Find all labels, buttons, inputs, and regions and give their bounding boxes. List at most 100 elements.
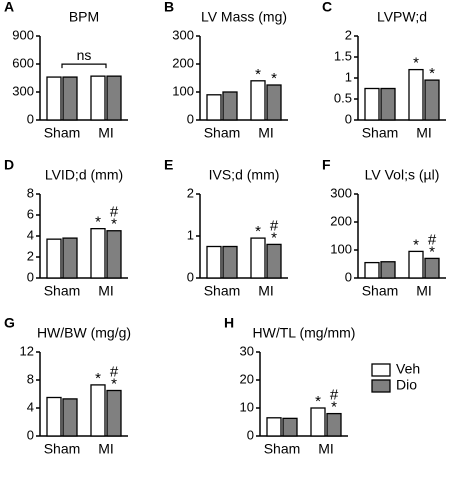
y-tick-label: 300 <box>12 83 34 98</box>
panel-title: BPM <box>69 9 99 25</box>
value-label: * <box>271 229 277 246</box>
panel-title: LV Vol;s (µl) <box>365 167 440 183</box>
bar <box>62 398 78 437</box>
value-label: * <box>413 55 419 72</box>
y-tick-label: 12 <box>20 343 34 358</box>
legend-label: Dio <box>396 377 417 393</box>
panel-title: LV Mass (mg) <box>201 9 287 25</box>
value-label: * <box>271 70 277 87</box>
x-tick-label: Sham <box>362 283 399 299</box>
legend-swatch <box>371 379 391 393</box>
bar <box>46 76 62 121</box>
bar <box>408 250 424 279</box>
bar <box>310 407 326 437</box>
panel-title: LVID;d (mm) <box>45 167 123 183</box>
value-label: * <box>429 243 435 260</box>
x-tick-label: MI <box>98 125 114 141</box>
panel-letter: A <box>4 0 14 15</box>
y-tick-label: 300 <box>172 27 194 42</box>
bar <box>408 68 424 121</box>
y-tick-label: 300 <box>330 185 352 200</box>
y-tick-label: 0 <box>27 427 34 442</box>
x-tick-label: MI <box>98 441 114 457</box>
value-label: * <box>95 214 101 231</box>
y-tick-label: 1 <box>187 227 194 242</box>
y-tick-label: 0 <box>27 269 34 284</box>
panel-letter: G <box>4 315 15 331</box>
y-tick-label: 2 <box>27 248 34 263</box>
y-tick-label: 30 <box>240 343 254 358</box>
y-tick-label: 2 <box>345 27 352 42</box>
value-label: * <box>331 399 337 416</box>
y-tick-label: 0.5 <box>334 90 352 105</box>
y-tick-label: 900 <box>12 27 34 42</box>
bar <box>282 417 298 437</box>
x-tick-label: MI <box>416 125 432 141</box>
panel-letter: E <box>164 157 173 173</box>
y-tick-label: 1.5 <box>334 48 352 63</box>
y-tick-label: 0 <box>345 269 352 284</box>
value-label: * <box>95 370 101 387</box>
y-tick-label: 0 <box>187 269 194 284</box>
bar <box>106 230 122 279</box>
y-tick-label: 6 <box>27 206 34 221</box>
value-label: # <box>428 231 437 248</box>
panel-letter: B <box>164 0 174 15</box>
bar <box>90 384 106 437</box>
y-tick-label: 20 <box>240 371 254 386</box>
panel-title: IVS;d (mm) <box>209 167 280 183</box>
bar <box>106 75 122 121</box>
bar <box>90 227 106 279</box>
y-tick-label: 0 <box>247 427 254 442</box>
y-tick-label: 4 <box>27 399 34 414</box>
bar <box>250 80 266 121</box>
bar <box>206 245 222 279</box>
x-tick-label: Sham <box>44 125 81 141</box>
annotation: ns <box>77 47 92 63</box>
legend-swatch <box>371 363 391 377</box>
bar <box>90 75 106 121</box>
panel-title: LVPW;d <box>377 9 427 25</box>
y-tick-label: 2 <box>187 185 194 200</box>
bar <box>424 79 440 121</box>
value-label: * <box>111 375 117 392</box>
x-tick-label: Sham <box>44 283 81 299</box>
y-tick-label: 200 <box>330 213 352 228</box>
x-tick-label: Sham <box>362 125 399 141</box>
value-label: * <box>255 66 261 83</box>
bar <box>222 245 238 279</box>
x-tick-label: Sham <box>44 441 81 457</box>
bar <box>62 237 78 279</box>
x-tick-label: MI <box>258 283 274 299</box>
panel-letter: D <box>4 157 14 173</box>
value-label: * <box>429 65 435 82</box>
bracket <box>61 63 107 69</box>
bar <box>266 243 282 279</box>
value-label: * <box>315 393 321 410</box>
legend-label: Veh <box>396 361 420 377</box>
value-label: # <box>270 217 279 234</box>
y-tick-label: 0 <box>27 111 34 126</box>
bar <box>62 76 78 121</box>
x-tick-label: MI <box>98 283 114 299</box>
panel-title: HW/TL (mg/mm) <box>253 325 356 341</box>
bar <box>222 91 238 121</box>
y-tick-label: 100 <box>330 241 352 256</box>
bar <box>364 261 380 279</box>
value-label: # <box>110 363 119 380</box>
bar <box>364 87 380 121</box>
y-tick-label: 8 <box>27 185 34 200</box>
value-label: # <box>330 387 339 404</box>
bar <box>46 396 62 437</box>
panel-title: HW/BW (mg/g) <box>37 325 131 341</box>
bar <box>266 417 282 437</box>
bar <box>106 389 122 437</box>
bar <box>380 87 396 121</box>
panel-letter: H <box>224 315 234 331</box>
x-tick-label: Sham <box>264 441 301 457</box>
y-tick-label: 200 <box>172 55 194 70</box>
bar <box>250 237 266 279</box>
bar <box>424 257 440 279</box>
x-tick-label: MI <box>318 441 334 457</box>
